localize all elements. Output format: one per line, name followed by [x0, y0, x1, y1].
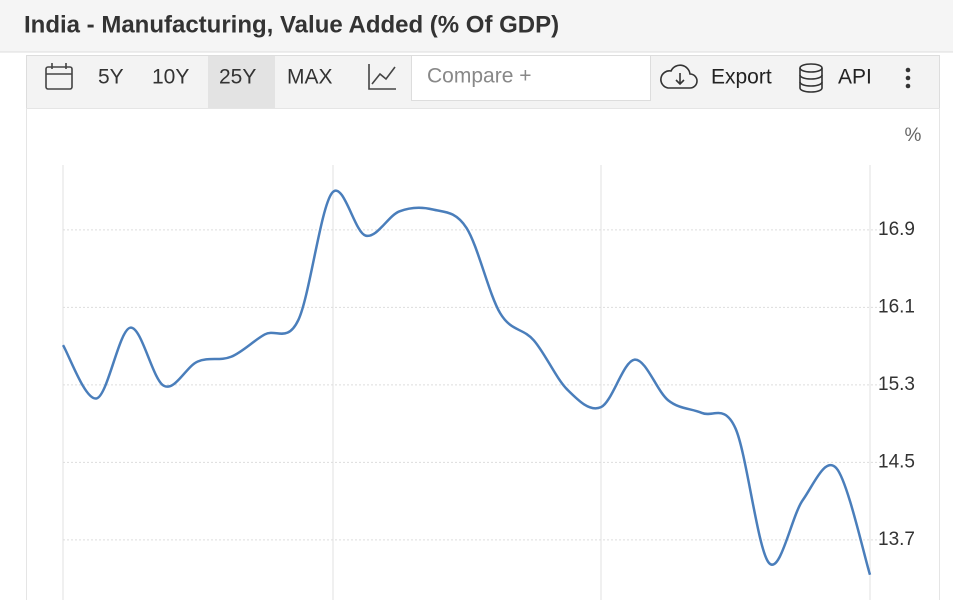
- y-axis-unit: %: [905, 125, 922, 146]
- compare-placeholder: Compare +: [427, 65, 531, 88]
- y-tick-label: 16.9: [878, 219, 915, 240]
- y-tick-label: 14.5: [878, 451, 915, 472]
- compare-input[interactable]: [411, 55, 651, 101]
- y-tick-label: 15.3: [878, 374, 915, 395]
- y-tick-label: 16.1: [878, 296, 915, 317]
- y-tick-label: 13.7: [878, 529, 915, 550]
- export-button[interactable]: Export: [711, 66, 772, 89]
- calendar-icon[interactable]: [45, 63, 73, 90]
- range-button[interactable]: 10Y: [152, 66, 189, 89]
- api-button[interactable]: API: [838, 66, 872, 89]
- more-menu[interactable]: [905, 67, 911, 89]
- range-button[interactable]: 25Y: [219, 66, 256, 89]
- header-bar: [0, 0, 953, 52]
- api-icon[interactable]: [799, 63, 823, 93]
- chart-type-icon[interactable]: [368, 64, 396, 90]
- x-grid: [62, 165, 871, 600]
- range-button[interactable]: 5Y: [98, 66, 124, 89]
- range-button[interactable]: MAX: [287, 66, 333, 89]
- chart-title: India - Manufacturing, Value Added (% Of…: [24, 11, 559, 38]
- line-series: [61, 189, 872, 576]
- chart-frame: [26, 108, 940, 605]
- range-selected: [208, 56, 275, 108]
- export-icon[interactable]: [660, 64, 698, 89]
